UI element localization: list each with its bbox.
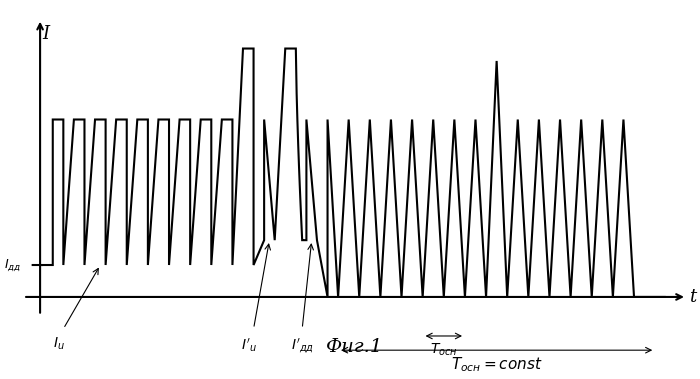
Text: $T_{осн}$: $T_{осн}$ xyxy=(430,341,458,358)
Text: $I_{дд}$: $I_{дд}$ xyxy=(4,257,21,273)
Text: t: t xyxy=(689,288,696,306)
Text: Фиг.1: Фиг.1 xyxy=(326,338,384,356)
Text: $I'_u$: $I'_u$ xyxy=(241,336,258,354)
Text: $T_{осн}=const$: $T_{осн}=const$ xyxy=(451,356,542,374)
Text: $I_u$: $I_u$ xyxy=(53,336,65,352)
Text: $I'_{дд}$: $I'_{дд}$ xyxy=(290,336,314,355)
Text: I: I xyxy=(42,25,49,43)
